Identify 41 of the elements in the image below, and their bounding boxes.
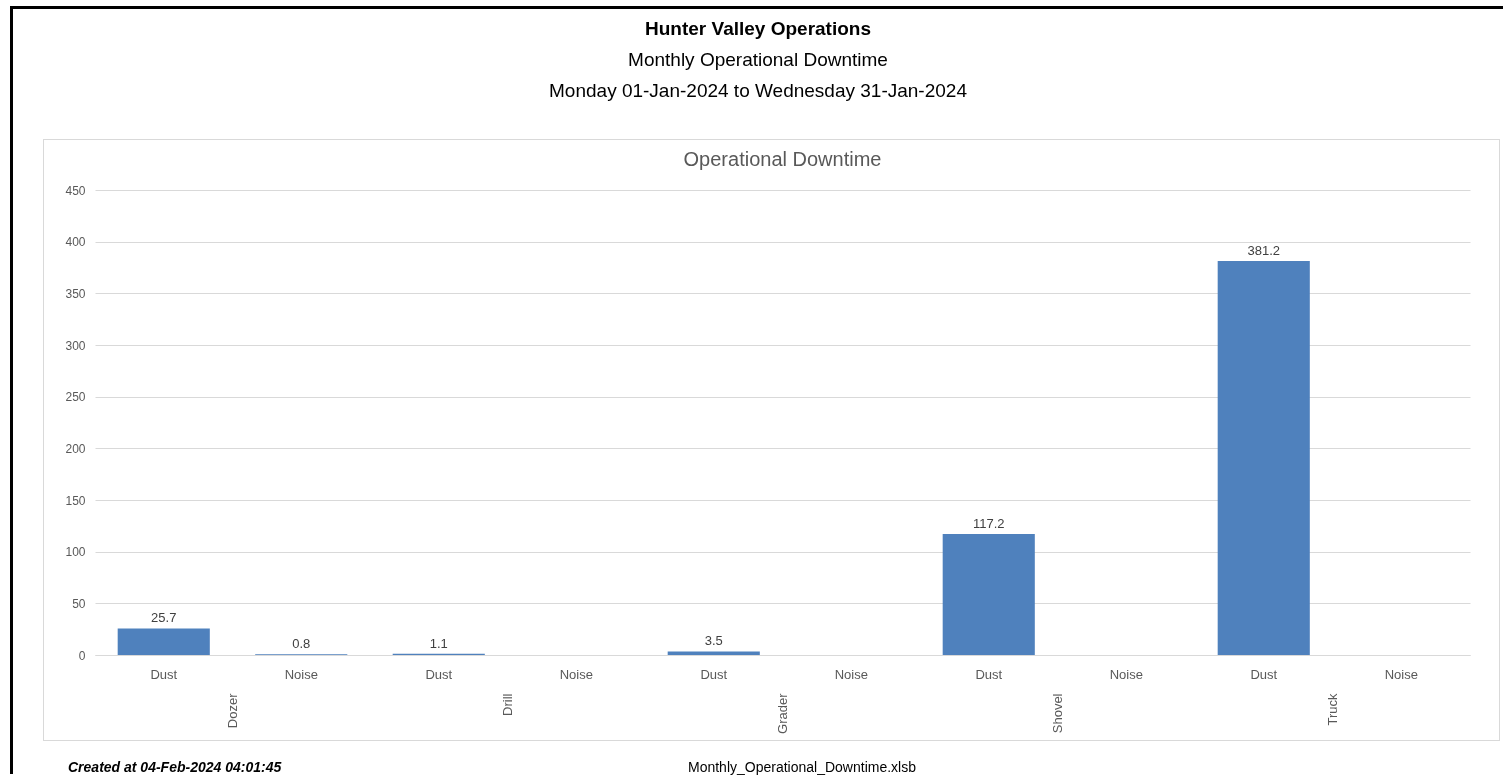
text: Dust <box>700 667 728 682</box>
series-label: Dust <box>150 667 178 682</box>
y-tick-label: 50 <box>72 596 86 611</box>
y-tick-label: 450 <box>65 183 86 198</box>
y-tick-label: 150 <box>65 493 86 508</box>
data-label: 117.2 <box>972 515 1005 531</box>
chart-title: Operational Downtime <box>683 148 882 170</box>
data-label: 25.7 <box>151 610 177 626</box>
text: Monthly_Operational_Downtime.xlsb <box>688 759 916 775</box>
text: Noise <box>1384 667 1418 682</box>
text: Hunter Valley Operations <box>644 17 872 41</box>
x-tick-label: Shovel <box>1049 693 1065 734</box>
text: Noise <box>1109 667 1143 682</box>
text: Monthly Operational Downtime <box>627 48 889 72</box>
text: Noise <box>834 667 868 682</box>
x-tick-label: Truck <box>1324 693 1340 726</box>
text: Created at 04-Feb-2024 04:01:45 <box>68 759 282 775</box>
y-tick-label: 200 <box>65 441 86 456</box>
text: Dust <box>425 667 453 682</box>
text: Dust <box>1250 667 1278 682</box>
y-tick-label: 350 <box>65 286 86 301</box>
text: Noise <box>559 667 593 682</box>
y-tick-label: 100 <box>65 545 86 560</box>
data-label: 1.1 <box>429 635 448 651</box>
bar <box>942 533 1035 655</box>
data-label: 381.2 <box>1247 243 1281 259</box>
x-tick-label: Dozer <box>224 692 240 729</box>
bar <box>1217 261 1310 655</box>
bar <box>117 628 210 655</box>
series-label: Noise <box>284 667 318 682</box>
x-tick-label: Drill <box>499 693 515 716</box>
data-label: 0.8 <box>292 636 311 652</box>
y-tick-label: 0 <box>78 648 86 663</box>
x-tick-label: Grader <box>774 692 790 734</box>
data-label: 3.5 <box>704 633 723 649</box>
bar <box>667 651 760 655</box>
text: Monday 01-Jan-2024 to Wednesday 31-Jan-2024 <box>548 79 968 103</box>
y-tick-label: 300 <box>65 338 86 353</box>
y-tick-label: 250 <box>65 390 86 405</box>
y-tick-label: 400 <box>65 235 86 250</box>
text: Dust <box>975 667 1003 682</box>
